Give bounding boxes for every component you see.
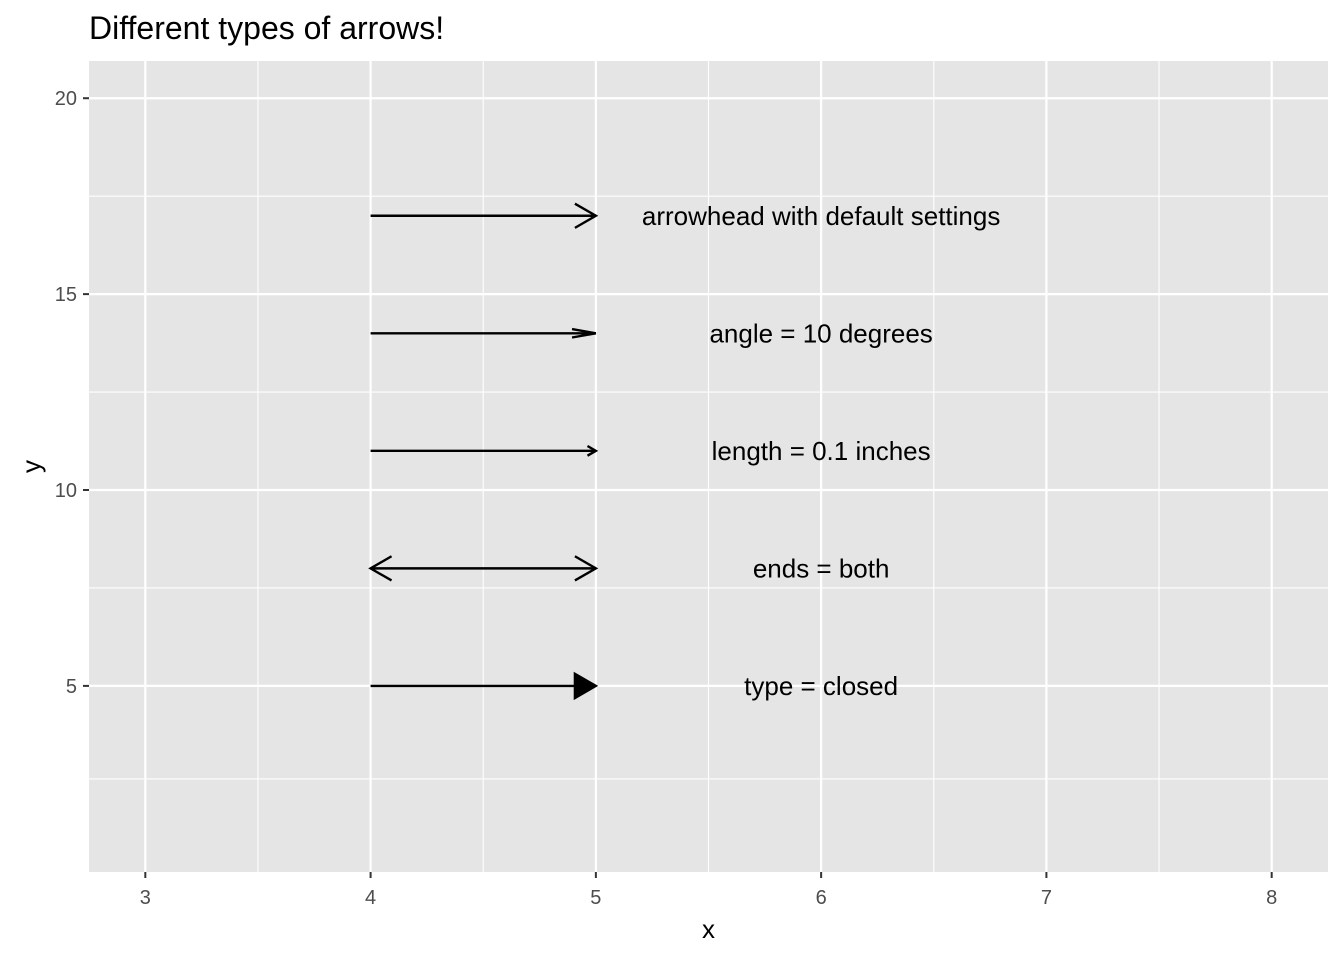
y-tick-label: 20: [55, 88, 77, 110]
x-tick-label: 4: [365, 887, 376, 909]
x-tick-label: 6: [816, 887, 827, 909]
arrowhead: [571, 327, 597, 339]
arrow-3: [370, 444, 599, 457]
annotation-layer: arrowhead with default settings angle = 1…: [642, 201, 1000, 701]
minor-gridlines: [89, 61, 1328, 872]
annotation-label: angle = 10 degrees: [709, 318, 932, 348]
major-gridlines: [89, 61, 1328, 872]
chart-title: Different types of arrows!: [89, 10, 444, 46]
annotation-label: length = 0.1 inches: [712, 436, 931, 466]
x-axis-title: x: [702, 914, 715, 944]
y-axis-title: y: [16, 460, 46, 473]
arrowhead: [574, 202, 599, 229]
y-tick-label: 15: [55, 284, 77, 306]
arrow-5: [370, 671, 599, 701]
x-tick-label: 7: [1041, 887, 1052, 909]
arrowhead: [586, 444, 599, 457]
arrow-4: [368, 555, 599, 582]
annotation-label: arrowhead with default settings: [642, 201, 1000, 231]
x-tick-label: 5: [590, 887, 601, 909]
annotation-label: ends = both: [753, 553, 890, 583]
arrowhead: [368, 555, 393, 582]
arrow-layer: [368, 202, 599, 701]
annotation-label: type = closed: [744, 671, 898, 701]
arrowhead: [574, 555, 599, 582]
x-axis: 3 4 5 6 7 8: [140, 872, 1277, 909]
arrow-2: [370, 327, 597, 339]
arrowhead: [573, 671, 599, 701]
y-tick-label: 5: [66, 676, 77, 698]
y-tick-label: 10: [55, 480, 77, 502]
arrow-1: [370, 202, 599, 229]
x-tick-label: 8: [1266, 887, 1277, 909]
y-axis: 5 10 15 20: [55, 88, 89, 698]
x-tick-label: 3: [140, 887, 151, 909]
